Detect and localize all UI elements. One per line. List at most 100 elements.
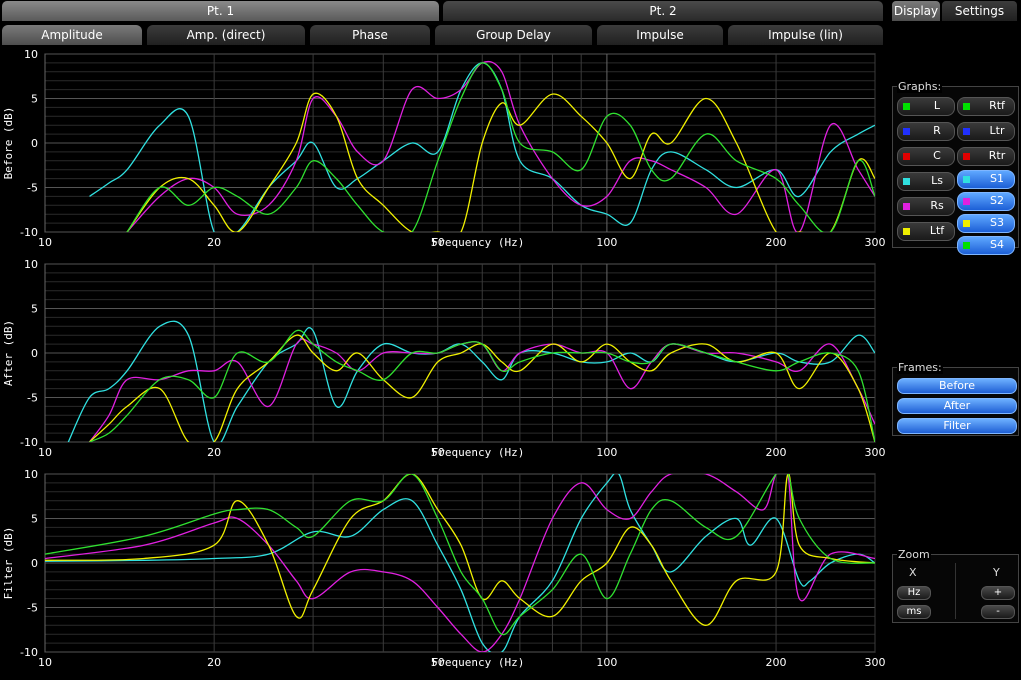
- x-tick-label: 200: [766, 236, 787, 249]
- frames-panel: Frames: Before After Filter: [892, 361, 1019, 436]
- x-tick-label: 10: [38, 446, 52, 459]
- zoom-y-plus-button[interactable]: +: [981, 586, 1015, 600]
- channel-swatch-icon: [903, 103, 910, 110]
- y-tick-label: -5: [27, 392, 38, 405]
- zoom-panel: Zoom X Y Hz ms + -: [892, 548, 1019, 623]
- view-tabbar: Amplitude Amp. (direct) Phase Group Dela…: [0, 24, 886, 46]
- tab-amplitude[interactable]: Amplitude: [2, 25, 142, 45]
- y-axis-label: After (dB): [2, 320, 15, 386]
- channel-button-s2[interactable]: S2: [957, 192, 1015, 211]
- x-tick-label: 200: [766, 446, 787, 459]
- y-axis-label: Before (dB): [2, 107, 15, 180]
- x-tick-label: 50: [431, 446, 445, 459]
- channel-label: Rtf: [989, 99, 1005, 112]
- y-tick-label: 10: [24, 48, 38, 61]
- channel-button-r[interactable]: R: [897, 122, 955, 141]
- series-line-s2: [126, 60, 875, 232]
- tab-settings[interactable]: Settings: [942, 1, 1017, 21]
- frame-filter-button[interactable]: Filter: [897, 418, 1017, 434]
- channel-swatch-icon: [903, 203, 910, 210]
- tab-phase[interactable]: Phase: [310, 25, 430, 45]
- point-tabbar: Pt. 1 Pt. 2: [0, 0, 886, 22]
- channel-label: L: [933, 99, 941, 112]
- channel-button-l[interactable]: L: [897, 97, 955, 116]
- tab-pt2[interactable]: Pt. 2: [443, 1, 883, 21]
- channel-swatch-icon: [963, 128, 970, 135]
- channel-label: Rtr: [988, 149, 1006, 162]
- y-tick-label: 0: [31, 347, 38, 360]
- x-tick-label: 100: [596, 236, 617, 249]
- x-tick-label: 20: [207, 446, 221, 459]
- x-axis-label: Frequency (Hz): [432, 236, 525, 249]
- x-tick-label: 10: [38, 656, 52, 669]
- channel-button-rs[interactable]: Rs: [897, 197, 955, 216]
- series-line-s1: [67, 320, 875, 442]
- frame-after-button[interactable]: After: [897, 398, 1017, 414]
- channel-swatch-icon: [903, 228, 910, 235]
- y-tick-label: 10: [24, 468, 38, 481]
- y-tick-label: 0: [31, 557, 38, 570]
- zoom-x-hz-button[interactable]: Hz: [897, 586, 931, 600]
- x-tick-label: 50: [431, 656, 445, 669]
- y-tick-label: 5: [31, 93, 38, 106]
- y-tick-label: 5: [31, 303, 38, 316]
- side-tabbar: Display Settings: [890, 0, 1021, 22]
- zoom-y-label: Y: [993, 566, 1000, 579]
- tab-amp-direct[interactable]: Amp. (direct): [147, 25, 305, 45]
- x-tick-label: 100: [596, 656, 617, 669]
- channel-label: C: [933, 149, 941, 162]
- channel-swatch-icon: [963, 242, 970, 249]
- x-tick-label: 300: [865, 656, 886, 669]
- zoom-x-ms-button[interactable]: ms: [897, 605, 931, 619]
- channel-label: S1: [990, 172, 1004, 185]
- tab-pt1[interactable]: Pt. 1: [2, 1, 439, 21]
- zoom-x-label: X: [909, 566, 917, 579]
- y-tick-label: -5: [27, 182, 38, 195]
- y-tick-label: 0: [31, 137, 38, 150]
- zoom-y-minus-button[interactable]: -: [981, 605, 1015, 619]
- frames-panel-title: Frames:: [897, 361, 943, 374]
- zoom-divider: [955, 563, 956, 619]
- channel-button-ltr[interactable]: Ltr: [957, 122, 1015, 141]
- y-tick-label: 10: [24, 258, 38, 271]
- y-tick-label: -10: [20, 646, 38, 659]
- channel-label: Rs: [930, 199, 944, 212]
- zoom-panel-title: Zoom: [897, 548, 931, 561]
- frame-before-button[interactable]: Before: [897, 378, 1017, 394]
- channel-button-s4[interactable]: S4: [957, 236, 1015, 255]
- x-tick-label: 300: [865, 446, 886, 459]
- channel-button-c[interactable]: C: [897, 147, 955, 166]
- channel-button-ltf[interactable]: Ltf: [897, 222, 955, 241]
- channel-swatch-icon: [903, 153, 910, 160]
- channel-swatch-icon: [963, 153, 970, 160]
- tab-group-delay[interactable]: Group Delay: [435, 25, 592, 45]
- channel-label: S4: [990, 238, 1004, 251]
- series-line-s3: [45, 474, 875, 626]
- graphs-panel-title: Graphs:: [897, 80, 943, 93]
- channel-button-s1[interactable]: S1: [957, 170, 1015, 189]
- graphs-panel: Graphs: L Rtf R Ltr C Rtr Ls S1 Rs S2 Ltf S3 S4: [892, 80, 1019, 255]
- channel-button-rtf[interactable]: Rtf: [957, 97, 1015, 116]
- y-tick-label: -10: [20, 226, 38, 239]
- tab-display[interactable]: Display: [892, 1, 940, 21]
- channel-swatch-icon: [963, 198, 970, 205]
- tab-impulse-lin[interactable]: Impulse (lin): [728, 25, 883, 45]
- series-line-s4: [45, 474, 875, 636]
- tab-impulse[interactable]: Impulse: [597, 25, 723, 45]
- channel-button-s3[interactable]: S3: [957, 214, 1015, 233]
- channel-label: Ls: [931, 174, 943, 187]
- series-line-s4: [126, 62, 875, 232]
- series-line-s1: [89, 62, 875, 232]
- x-tick-label: 10: [38, 236, 52, 249]
- channel-swatch-icon: [963, 103, 970, 110]
- channel-swatch-icon: [963, 220, 970, 227]
- y-tick-label: -5: [27, 602, 38, 615]
- x-tick-label: 300: [865, 236, 886, 249]
- series-line-s2: [45, 474, 875, 652]
- channel-button-rtr[interactable]: Rtr: [957, 147, 1015, 166]
- channel-swatch-icon: [963, 176, 970, 183]
- channel-button-ls[interactable]: Ls: [897, 172, 955, 191]
- y-tick-label: 5: [31, 513, 38, 526]
- x-tick-label: 50: [431, 236, 445, 249]
- channel-label: S2: [990, 194, 1004, 207]
